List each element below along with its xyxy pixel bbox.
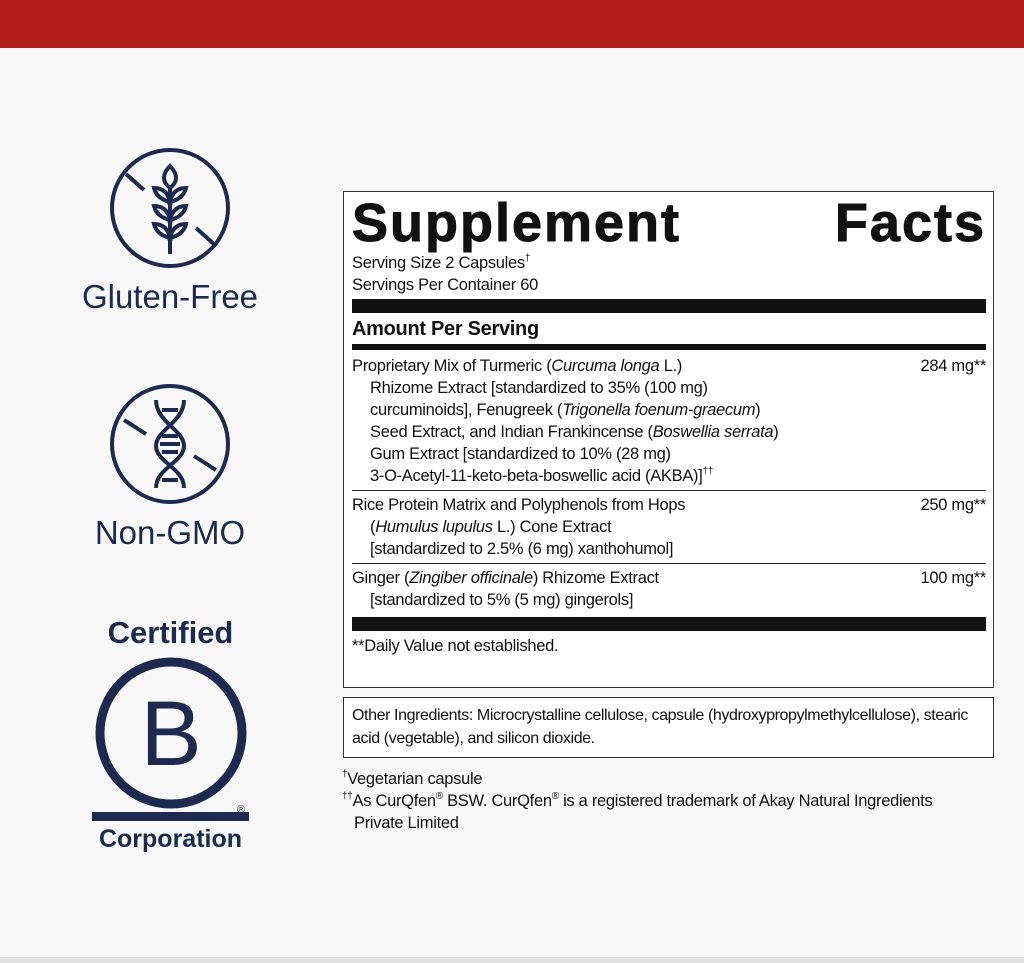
ingredient-row: Proprietary Mix of Turmeric (Curcuma lon…	[352, 355, 986, 491]
ingredient-name: Proprietary Mix of Turmeric (Curcuma lon…	[352, 357, 779, 485]
top-banner	[0, 0, 1024, 48]
ingredient-name: Rice Protein Matrix and Polyphenols from…	[352, 496, 686, 558]
svg-text:B: B	[140, 683, 201, 785]
b-corp-icon: B ®	[95, 657, 246, 815]
footnote-vegetarian: †Vegetarian capsule	[342, 769, 483, 788]
amount-per-serving-header: Amount Per Serving	[352, 318, 539, 340]
bcorp-bar	[92, 812, 249, 821]
ingredient-amount: 250 mg**	[920, 496, 987, 514]
other-ingredients: Other Ingredients: Microcrystalline cell…	[343, 697, 994, 758]
svg-text:®: ®	[236, 804, 244, 815]
thick-rule	[352, 617, 986, 631]
wheat-crossed-icon	[110, 148, 230, 268]
facts-title: Supplement Facts	[351, 193, 986, 253]
thick-rule	[352, 299, 986, 313]
daily-value-note: **Daily Value not established.	[352, 637, 559, 655]
non-gmo-label: Non-GMO	[94, 514, 246, 551]
supplement-facts-panel: Supplement Facts Serving Size 2 Capsules…	[343, 191, 994, 688]
ingredient-amount: 284 mg**	[920, 357, 987, 375]
non-gmo-badge: Non-GMO	[40, 382, 300, 552]
footnotes: †Vegetarian capsule ††As CurQfen® BSW. C…	[342, 768, 1002, 834]
ingredient-name: Ginger (Zingiber officinale) Rhizome Ext…	[352, 569, 659, 609]
title-word: Facts	[834, 193, 986, 253]
gluten-free-label: Gluten-Free	[81, 278, 259, 315]
bottom-divider	[0, 957, 1024, 963]
ingredient-amount: 100 mg**	[920, 569, 987, 587]
ingredient-row: Ginger (Zingiber officinale) Rhizome Ext…	[352, 567, 986, 614]
serving-size: Serving Size 2 Capsules†	[352, 253, 531, 272]
gluten-free-badge: Gluten-Free	[40, 146, 300, 316]
dna-crossed-icon	[110, 384, 230, 504]
servings-per-container: Servings Per Container 60	[352, 276, 539, 294]
ingredient-row: Rice Protein Matrix and Polyphenols from…	[352, 494, 986, 564]
footnote-curqfen: ††As CurQfen® BSW. CurQfen® is a registe…	[342, 791, 933, 810]
bcorp-certified-text: Certified	[107, 615, 234, 650]
bcorp-corporation-text: Corporation	[98, 825, 243, 853]
medium-rule	[352, 344, 986, 350]
footnote-curqfen-cont: Private Limited	[354, 814, 459, 832]
certified-b-corporation-logo: Certified B ® Corporation	[88, 615, 253, 854]
title-word: Supplement	[351, 193, 682, 253]
